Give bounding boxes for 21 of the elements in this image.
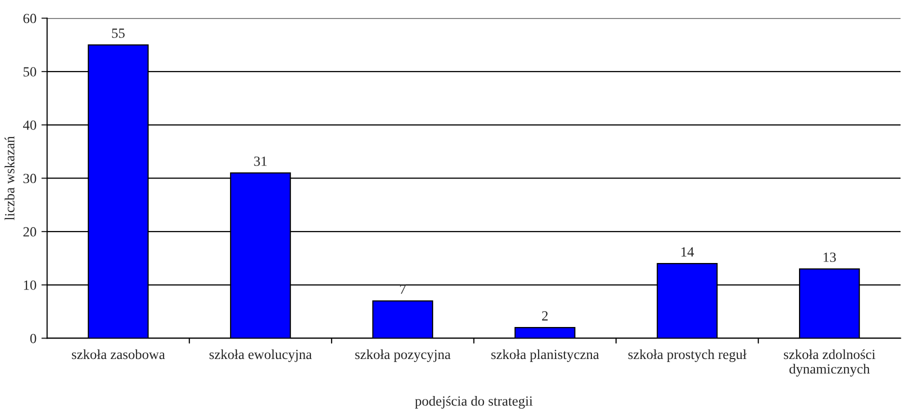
x-tick-label: szkoła prostych reguł bbox=[628, 349, 747, 362]
data-label: 2 bbox=[542, 311, 548, 320]
x-tick-label: szkoła planistyczna bbox=[491, 349, 599, 362]
y-tick-label: 40 bbox=[23, 120, 36, 130]
y-tick-label: 50 bbox=[24, 67, 36, 77]
y-tick-label: 20 bbox=[23, 227, 36, 237]
x-tick-label: szkoła ewolucyjna bbox=[210, 349, 312, 362]
x-tick-label: szkoła pozycyjna bbox=[355, 349, 451, 362]
data-label: 14 bbox=[681, 247, 694, 256]
y-tick-label: 30 bbox=[23, 174, 36, 184]
y-axis-title: liczba wskazań bbox=[4, 136, 14, 220]
data-label: 55 bbox=[112, 28, 125, 38]
y-tick-label: 0 bbox=[30, 334, 36, 344]
data-label: 7 bbox=[400, 284, 406, 294]
x-tick-label: szkoła zasobowa bbox=[72, 349, 165, 360]
y-tick-label: 10 bbox=[24, 280, 36, 290]
x-tick-label: szkoła zdolności dynamicznych bbox=[784, 349, 876, 377]
x-axis-title: podejścia do strategii bbox=[415, 396, 533, 409]
y-tick-label: 60 bbox=[23, 14, 36, 24]
data-label: 13 bbox=[824, 252, 836, 262]
data-label: 31 bbox=[254, 156, 267, 166]
